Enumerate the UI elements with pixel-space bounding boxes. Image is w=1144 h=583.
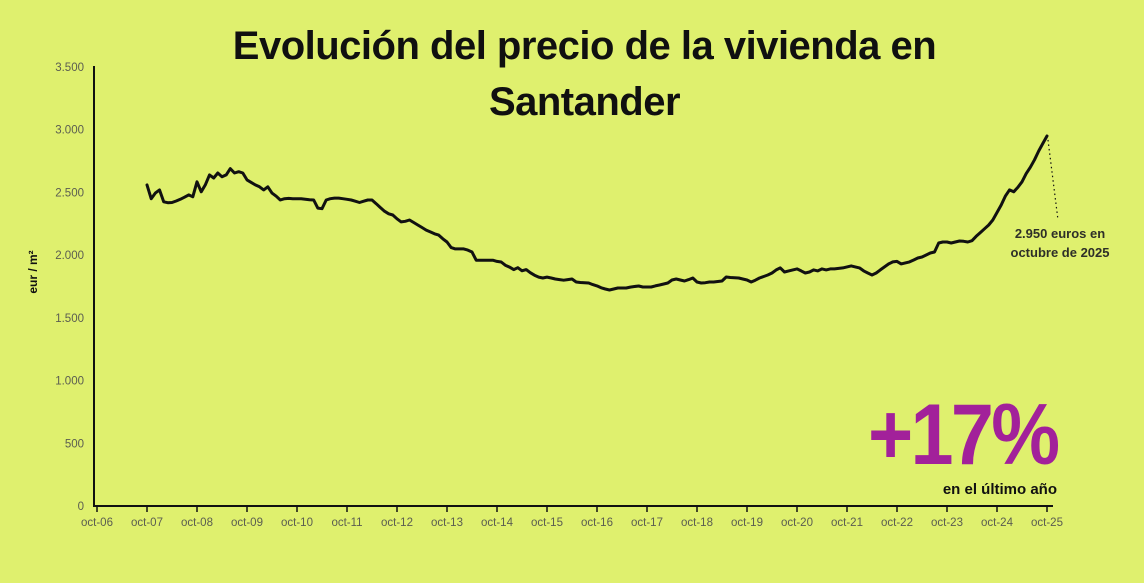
peak-annotation-line2: octubre de 2025 bbox=[1010, 245, 1110, 260]
x-tick-label: oct-14 bbox=[481, 517, 514, 529]
y-tick-label: 1.500 bbox=[55, 313, 84, 325]
y-tick-label: 3.500 bbox=[55, 62, 84, 74]
price-line bbox=[145, 134, 1049, 292]
x-tick-label: oct-11 bbox=[331, 517, 362, 529]
yoy-change-value: +17% bbox=[867, 387, 1060, 483]
x-tick-label: oct-17 bbox=[631, 517, 663, 529]
y-tick-label: 2.000 bbox=[55, 250, 84, 262]
chart-title-line2: Santander bbox=[488, 80, 681, 124]
x-tick-label: oct-24 bbox=[981, 517, 1014, 529]
x-tick-label: oct-18 bbox=[681, 517, 713, 529]
x-tick-label: oct-21 bbox=[831, 517, 863, 529]
x-tick-label: oct-19 bbox=[731, 517, 763, 529]
yoy-change: +17% en el último año bbox=[847, 387, 1060, 498]
x-tick-label: oct-22 bbox=[881, 517, 913, 529]
peak-annotation-line1: 2.950 euros en bbox=[1014, 226, 1106, 241]
annotation-connector bbox=[1047, 139, 1059, 221]
peak-annotation: 2.950 euros en octubre de 2025 bbox=[1005, 224, 1115, 262]
chart-title-line1: Evolución del precio de la vivienda en bbox=[232, 24, 937, 68]
y-tick-label: 0 bbox=[78, 501, 84, 513]
x-tick-label: oct-20 bbox=[781, 517, 813, 529]
y-tick-label: 2.500 bbox=[55, 187, 84, 199]
x-tick-label: oct-13 bbox=[431, 517, 463, 529]
x-tick-label: oct-09 bbox=[231, 517, 263, 529]
x-tick-label: oct-08 bbox=[181, 517, 213, 529]
y-tick-label: 1.000 bbox=[55, 376, 84, 388]
x-tick-label: oct-16 bbox=[581, 517, 613, 529]
chart-title: Evolución del precio de la vivienda en S… bbox=[25, 18, 1144, 130]
x-tick-label: oct-23 bbox=[931, 517, 963, 529]
x-tick-label: oct-25 bbox=[1031, 517, 1063, 529]
x-tick-label: oct-12 bbox=[381, 517, 413, 529]
x-tick-label: oct-07 bbox=[131, 517, 163, 529]
y-tick-label: 500 bbox=[65, 438, 84, 450]
x-tick-label: oct-06 bbox=[81, 517, 113, 529]
x-tick-label: oct-10 bbox=[281, 517, 313, 529]
x-tick-label: oct-15 bbox=[531, 517, 563, 529]
yoy-change-caption: en el último año bbox=[942, 480, 1057, 498]
y-tick-label: 3.000 bbox=[55, 125, 84, 137]
